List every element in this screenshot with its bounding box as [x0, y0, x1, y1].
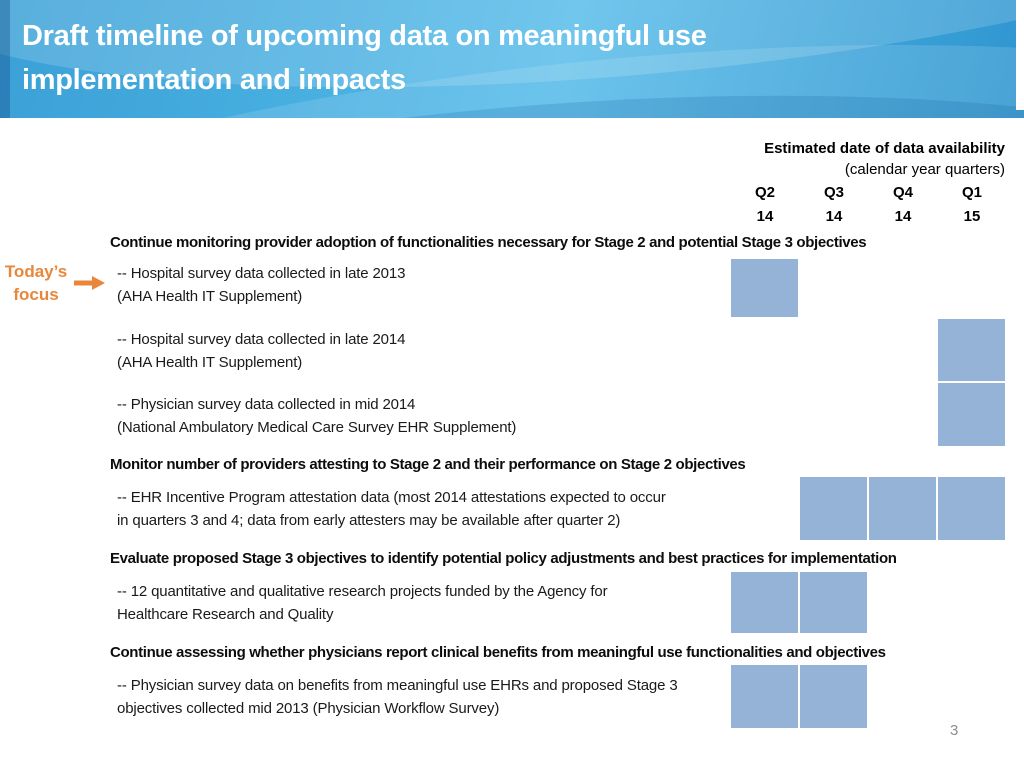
timeline-item-text: -- Hospital survey data collected in lat… [117, 328, 405, 374]
timeline-item-line: -- Hospital survey data collected in lat… [117, 331, 406, 348]
timeline-item-text: -- Physician survey data on benefits fro… [117, 674, 678, 720]
availability-axis-title: Estimated date of data availability [764, 140, 1005, 157]
slide-title: Draft timeline of upcoming data on meani… [22, 14, 1002, 102]
todays-focus-callout: Today’s focus [0, 260, 72, 306]
timeline-item-line: -- Hospital survey data collected in lat… [117, 265, 406, 282]
availability-axis-subtitle: (calendar year quarters) [844, 161, 1005, 178]
quarter-label-year: 14 [756, 208, 774, 225]
todays-focus-line2: focus [13, 285, 59, 304]
timeline-item-line: Healthcare Research and Quality [117, 606, 334, 623]
todays-focus-line1: Today’s [4, 262, 68, 281]
quarter-label: Q4 14 [869, 181, 937, 229]
timeline-item-line: -- EHR Incentive Program attestation dat… [117, 489, 666, 506]
timeline-marker [800, 477, 867, 540]
timeline-item-line: -- Physician survey data collected in mi… [117, 396, 416, 413]
focus-arrow-icon [74, 276, 105, 290]
quarter-label-year: 15 [963, 208, 981, 225]
timeline-marker [938, 383, 1005, 446]
quarter-label: Q2 14 [731, 181, 799, 229]
timeline-item-text: -- EHR Incentive Program attestation dat… [117, 486, 666, 532]
timeline-item-line: (National Ambulatory Medical Care Survey… [117, 419, 517, 436]
timeline-item-text: -- Physician survey data collected in mi… [117, 393, 516, 439]
section-heading: Continue assessing whether physicians re… [110, 644, 886, 661]
timeline-marker [800, 572, 867, 633]
timeline-marker [938, 319, 1005, 381]
timeline-marker [869, 477, 936, 540]
quarter-label-quarter: Q1 [961, 184, 982, 201]
quarter-label: Q1 15 [938, 181, 1006, 229]
timeline-marker [731, 572, 798, 633]
quarter-label-quarter: Q2 [754, 184, 775, 201]
quarter-label: Q3 14 [800, 181, 868, 229]
quarter-label-year: 14 [894, 208, 912, 225]
timeline-item-line: (AHA Health IT Supplement) [117, 354, 303, 371]
timeline-item-line: -- Physician survey data on benefits fro… [117, 677, 678, 694]
page-number: 3 [950, 722, 959, 739]
timeline-marker [938, 477, 1005, 540]
slide-header: Draft timeline of upcoming data on meani… [0, 0, 1024, 118]
header-left-edge-accent [0, 0, 10, 118]
section-heading: Continue monitoring provider adoption of… [110, 234, 867, 251]
timeline-marker [800, 665, 867, 728]
slide-title-line1: Draft timeline of upcoming data on meani… [22, 20, 707, 52]
slide-title-line2: implementation and impacts [22, 64, 406, 96]
section-heading: Evaluate proposed Stage 3 objectives to … [110, 550, 897, 567]
timeline-marker [731, 665, 798, 728]
quarter-label-quarter: Q4 [892, 184, 913, 201]
header-right-edge-accent [1016, 0, 1024, 110]
timeline-item-text: -- 12 quantitative and qualitative resea… [117, 580, 608, 626]
quarter-label-year: 14 [825, 208, 843, 225]
timeline-item-line: (AHA Health IT Supplement) [117, 288, 303, 305]
timeline-item-text: -- Hospital survey data collected in lat… [117, 262, 405, 308]
timeline-item-line: -- 12 quantitative and qualitative resea… [117, 583, 608, 600]
timeline-item-line: in quarters 3 and 4; data from early att… [117, 512, 621, 529]
section-heading: Monitor number of providers attesting to… [110, 456, 746, 473]
timeline-marker [731, 259, 798, 317]
timeline-item-line: objectives collected mid 2013 (Physician… [117, 700, 500, 717]
quarter-label-quarter: Q3 [823, 184, 844, 201]
